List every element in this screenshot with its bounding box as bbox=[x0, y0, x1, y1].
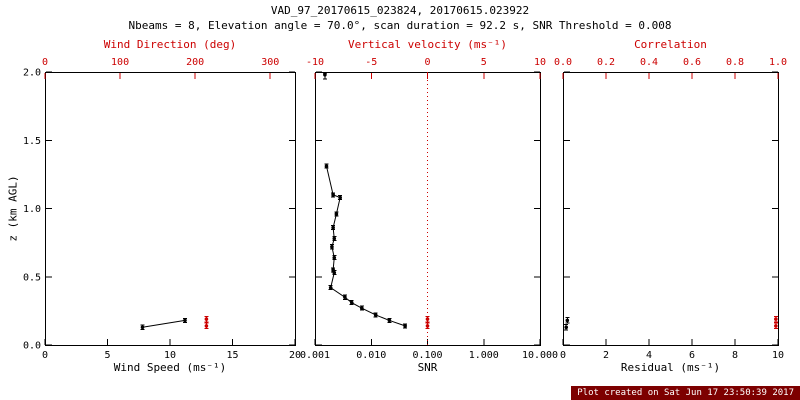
residual-panel-frame bbox=[563, 72, 779, 346]
top-axis-title-vertical-velocity: Vertical velocity (ms⁻¹) bbox=[348, 38, 507, 51]
x-tick-label: 10 bbox=[164, 350, 176, 361]
snr-profile-point bbox=[334, 212, 339, 216]
x-tick-label: 10.000 bbox=[522, 350, 558, 361]
x-tick-label: 2 bbox=[603, 350, 609, 361]
wind-speed-line bbox=[142, 319, 186, 328]
creation-timestamp: Plot created on Sat Jun 17 23:50:39 2017 bbox=[571, 386, 800, 400]
snr-top-point-point bbox=[323, 72, 327, 77]
snr-profile-point bbox=[343, 295, 347, 300]
x-tick-label: 10 bbox=[772, 350, 784, 361]
y-tick-label: 2.0 bbox=[23, 68, 41, 79]
snr-profile-point bbox=[330, 244, 334, 249]
plot-subtitle: Nbeams = 8, Elevation angle = 70.0°, sca… bbox=[128, 19, 672, 32]
top-axis-title-correlation: Correlation bbox=[634, 38, 707, 51]
snr-profile-point bbox=[324, 164, 329, 168]
snr-profile-point bbox=[387, 318, 392, 323]
top-tick-label: 0.6 bbox=[683, 57, 701, 68]
top-tick-label: -10 bbox=[306, 57, 324, 68]
snr-profile-point bbox=[373, 313, 378, 317]
top-tick-label: 0.4 bbox=[640, 57, 658, 68]
plot-title: VAD_97_20170615_023824, 20170615.023922 bbox=[270, 4, 530, 17]
snr-profile-point bbox=[403, 324, 407, 328]
x-tick-label: 0.001 bbox=[300, 350, 330, 361]
x-tick-label: 4 bbox=[646, 350, 652, 361]
y-tick-label: 0.0 bbox=[23, 341, 41, 352]
wind-direction-point bbox=[204, 324, 209, 328]
snr-profile-point bbox=[331, 193, 335, 197]
snr-profile-point bbox=[332, 255, 337, 260]
snr-profile-point bbox=[349, 300, 354, 305]
snr-profile-line bbox=[325, 166, 406, 327]
bottom-axis-title-residual: Residual (ms⁻¹) bbox=[620, 361, 721, 374]
correlation-point bbox=[774, 317, 778, 321]
snr-profile-point bbox=[360, 306, 364, 310]
x-tick-label: 0 bbox=[560, 350, 566, 361]
snr-profile-point bbox=[332, 236, 337, 241]
snr-profile-point bbox=[331, 225, 335, 230]
bottom-axis-title-snr: SNR bbox=[417, 361, 438, 374]
x-tick-label: 0.100 bbox=[412, 350, 442, 361]
x-tick-label: 6 bbox=[689, 350, 695, 361]
wind-panel-frame bbox=[45, 72, 296, 346]
top-tick-label: 100 bbox=[111, 57, 129, 68]
x-tick-label: 15 bbox=[226, 350, 238, 361]
wind-speed-point bbox=[140, 325, 145, 330]
bottom-axis-title-wind-speed: Wind Speed (ms⁻¹) bbox=[113, 361, 227, 374]
y-tick-label: 0.5 bbox=[23, 272, 41, 283]
top-tick-label: 5 bbox=[481, 57, 487, 68]
vertical-velocity-point bbox=[425, 317, 430, 321]
residual-point bbox=[565, 318, 570, 323]
top-tick-label: 10 bbox=[534, 57, 546, 68]
top-tick-label: 0 bbox=[42, 57, 48, 68]
top-tick-label: 200 bbox=[186, 57, 204, 68]
top-tick-label: 0 bbox=[424, 57, 430, 68]
correlation-point bbox=[774, 324, 778, 328]
x-tick-label: 20 bbox=[289, 350, 301, 361]
top-tick-label: 0.2 bbox=[597, 57, 615, 68]
top-tick-label: 300 bbox=[261, 57, 279, 68]
residual-point bbox=[564, 325, 569, 330]
vertical-velocity-point bbox=[425, 324, 430, 328]
y-tick-label: 1.5 bbox=[23, 136, 41, 147]
wind-direction-point bbox=[204, 317, 209, 321]
snr-profile-point bbox=[338, 195, 342, 200]
x-tick-label: 5 bbox=[104, 350, 110, 361]
y-tick-label: 1.0 bbox=[23, 204, 41, 215]
snr-profile-point bbox=[332, 270, 337, 275]
x-tick-label: 8 bbox=[732, 350, 738, 361]
top-axis-title-wind-direction: Wind Direction (deg) bbox=[103, 38, 237, 51]
top-tick-label: 0.0 bbox=[554, 57, 572, 68]
top-tick-label: 1.0 bbox=[769, 57, 787, 68]
x-tick-label: 1.000 bbox=[469, 350, 499, 361]
wind-speed-point bbox=[183, 318, 187, 323]
x-tick-label: 0 bbox=[42, 350, 48, 361]
top-tick-label: 0.8 bbox=[726, 57, 744, 68]
x-tick-label: 0.010 bbox=[356, 350, 386, 361]
snr-profile-point bbox=[328, 285, 333, 290]
top-tick-label: -5 bbox=[365, 57, 377, 68]
